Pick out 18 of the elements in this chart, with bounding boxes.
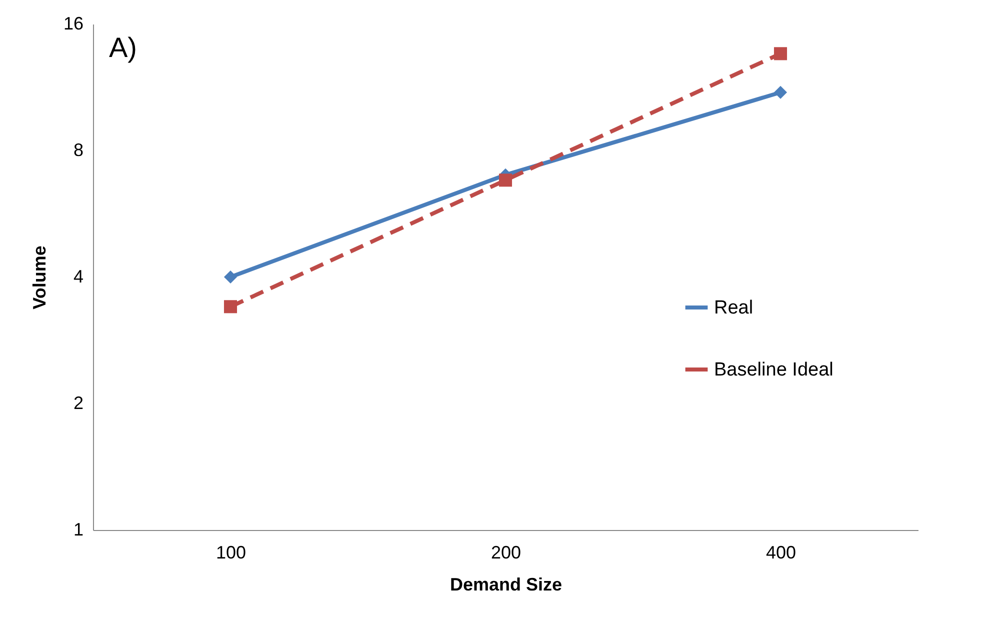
legend-label: Real [714,298,754,318]
point [774,47,788,60]
y-tick-label: 4 [73,266,84,286]
point [498,174,512,187]
y-tick-label: 2 [73,393,84,413]
point [224,270,238,284]
point [774,86,788,99]
y-tick-label: 8 [73,140,84,160]
x-tick-label: 100 [216,542,246,562]
x-tick-label: 400 [766,542,796,562]
x-tick-label: 200 [490,542,522,562]
point [224,300,238,314]
y-axis-title: Volume [29,246,50,310]
y-tick-label: 1 [73,520,84,540]
annotation: A) [109,32,137,63]
x-axis-title: Demand Size [450,574,562,594]
y-tick-label: 16 [63,14,84,34]
legend-label: Baseline Ideal [714,360,834,380]
